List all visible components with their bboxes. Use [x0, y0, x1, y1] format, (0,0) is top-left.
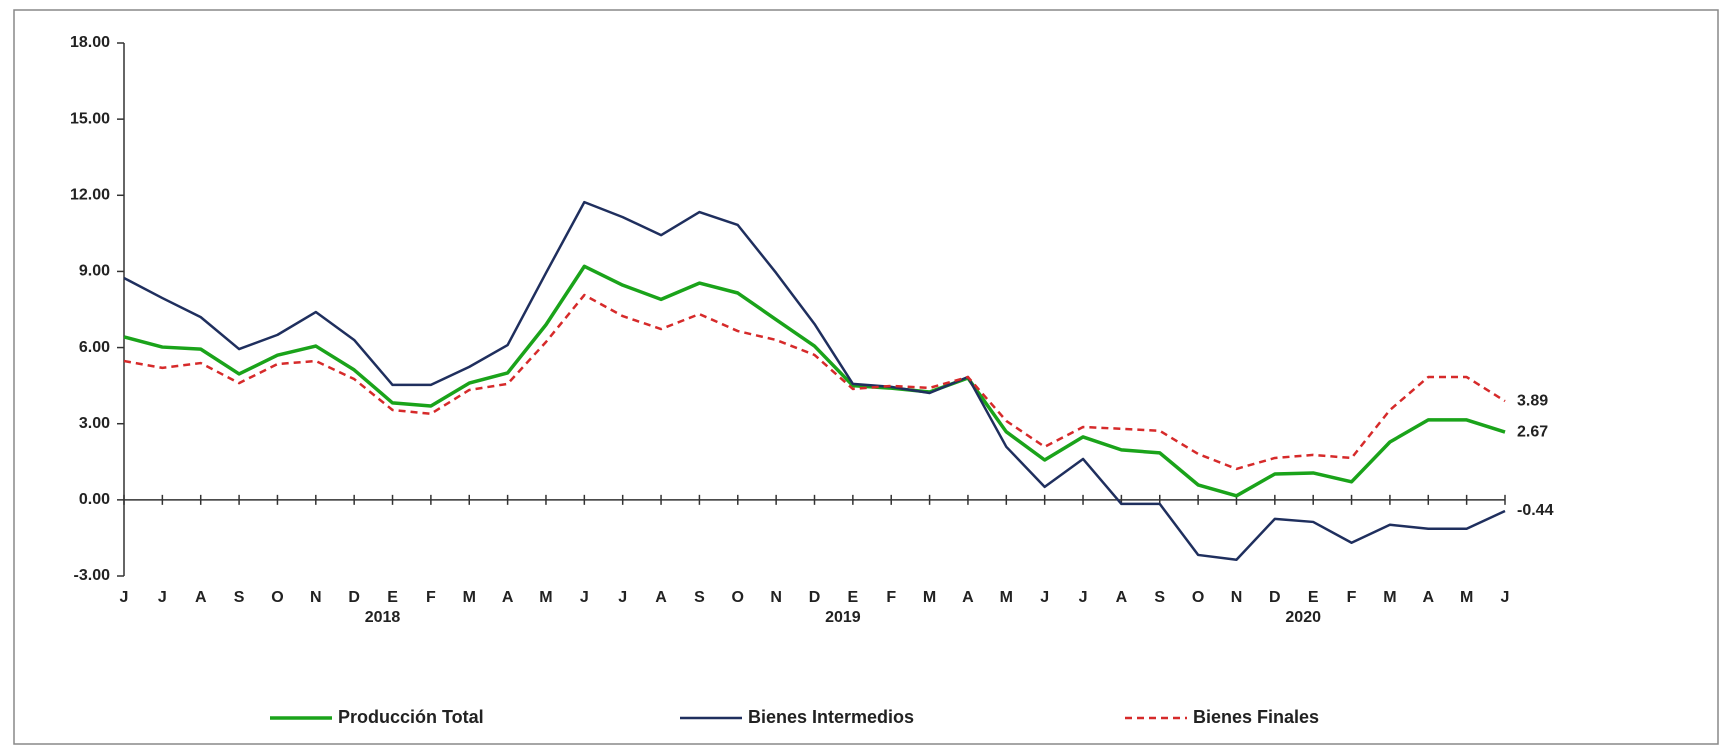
- x-tick-label: O: [732, 589, 744, 606]
- x-tick-label: O: [271, 589, 283, 606]
- x-tick-label: M: [1000, 589, 1013, 606]
- y-tick-label: 6.00: [79, 339, 110, 356]
- x-tick-label: E: [387, 589, 398, 606]
- x-tick-label: O: [1192, 589, 1204, 606]
- x-tick-label: A: [1422, 589, 1434, 606]
- x-tick-label: M: [923, 589, 936, 606]
- year-label: 2019: [825, 609, 861, 626]
- line-series: [123, 293, 1506, 471]
- x-tick-label: M: [1383, 589, 1396, 606]
- x-tick-label: N: [770, 589, 782, 606]
- chart-frame: [13, 9, 1719, 745]
- line-series: [123, 264, 1506, 498]
- year-label: 2020: [1285, 609, 1321, 626]
- x-tick-label: D: [348, 589, 360, 606]
- x-tick-label: A: [1116, 589, 1128, 606]
- y-tick-label: 12.00: [70, 187, 110, 204]
- y-tick-label: 15.00: [70, 110, 110, 127]
- x-tick-label: J: [1079, 589, 1088, 606]
- x-tick-label: M: [539, 589, 552, 606]
- y-tick-label: 0.00: [79, 491, 110, 508]
- x-tick-label: A: [502, 589, 514, 606]
- x-tick-label: A: [655, 589, 667, 606]
- x-tick-label: N: [1231, 589, 1243, 606]
- x-tick-label: S: [1154, 589, 1165, 606]
- x-tick-label: J: [1040, 589, 1049, 606]
- x-tick-label: F: [886, 589, 896, 606]
- x-tick-label: J: [1501, 589, 1510, 606]
- x-tick-label: J: [158, 589, 167, 606]
- x-tick-label: S: [234, 589, 245, 606]
- legend-label: Bienes Finales: [1193, 707, 1319, 727]
- y-tick-label: 9.00: [79, 263, 110, 280]
- x-tick-label: D: [1269, 589, 1281, 606]
- x-tick-label: D: [809, 589, 821, 606]
- x-tick-label: A: [195, 589, 207, 606]
- end-value-label: 3.89: [1517, 392, 1548, 409]
- x-tick-label: S: [694, 589, 705, 606]
- x-tick-label: M: [1460, 589, 1473, 606]
- x-tick-label: A: [962, 589, 974, 606]
- legend-label: Bienes Intermedios: [748, 707, 914, 727]
- y-tick-label: 18.00: [70, 34, 110, 51]
- x-tick-label: J: [618, 589, 627, 606]
- x-tick-label: E: [848, 589, 859, 606]
- x-tick-label: J: [120, 589, 129, 606]
- x-tick-label: F: [426, 589, 436, 606]
- x-tick-label: M: [463, 589, 476, 606]
- line-series: [123, 200, 1506, 562]
- x-tick-label: F: [1347, 589, 1357, 606]
- x-tick-label: E: [1308, 589, 1319, 606]
- end-value-label: -0.44: [1517, 502, 1554, 519]
- x-tick-label: J: [580, 589, 589, 606]
- end-value-label: 2.67: [1517, 423, 1548, 440]
- y-tick-label: -3.00: [74, 567, 111, 584]
- x-tick-label: N: [310, 589, 322, 606]
- year-label: 2018: [365, 609, 401, 626]
- y-tick-label: 3.00: [79, 415, 110, 432]
- legend-label: Producción Total: [338, 707, 484, 727]
